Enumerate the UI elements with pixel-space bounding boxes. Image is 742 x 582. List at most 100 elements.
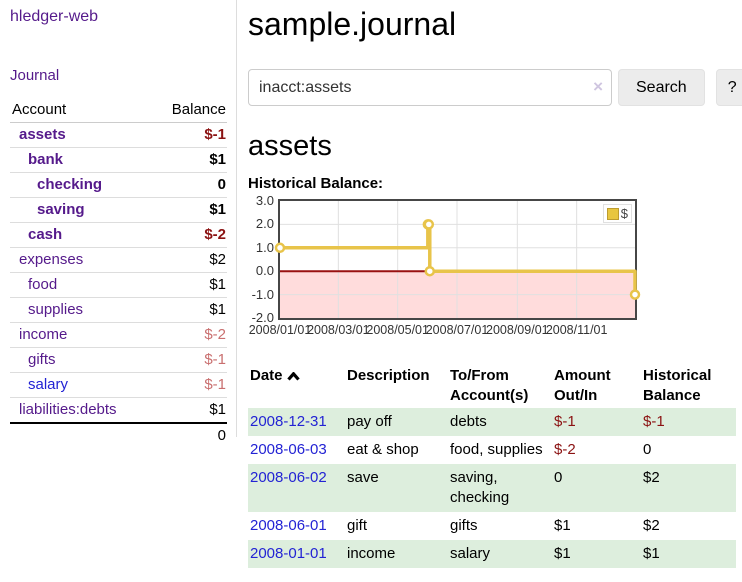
transaction-accounts: saving, checking xyxy=(450,469,510,506)
table-row: 2008-06-01 gift gifts $1 $2 xyxy=(248,512,736,540)
chart-title-label: Historical Balance: xyxy=(248,175,384,192)
account-balance: 0 xyxy=(217,176,226,193)
x-axis-tick-label: 2008/07/01 xyxy=(425,323,489,337)
transaction-date-link[interactable]: 2008-06-03 xyxy=(250,441,327,458)
sidebar-account-link-income[interactable]: income xyxy=(19,326,68,343)
main-content: sample.journal × Search ? assets Histori… xyxy=(248,0,742,568)
transaction-balance: $2 xyxy=(643,469,660,486)
y-axis-tick-label: -2.0 xyxy=(251,310,274,325)
transaction-date-link[interactable]: 2008-01-01 xyxy=(250,545,327,562)
transaction-date-link[interactable]: 2008-12-31 xyxy=(250,413,327,430)
sidebar-account-row: expenses $2 xyxy=(10,248,227,273)
sidebar-account-link-supplies[interactable]: supplies xyxy=(28,301,84,318)
accounts-total-value: 0 xyxy=(217,427,226,444)
transaction-amount: 0 xyxy=(554,469,563,486)
transaction-accounts: gifts xyxy=(450,517,478,534)
help-button[interactable]: ? xyxy=(715,69,742,106)
transaction-balance: $2 xyxy=(643,517,660,534)
sidebar-account-link-bank[interactable]: bank xyxy=(28,151,64,168)
sidebar-account-row: salary $-1 xyxy=(10,373,227,398)
account-balance: $-1 xyxy=(204,351,226,368)
y-axis-tick-label: 0.0 xyxy=(255,263,274,279)
account-balance: $-1 xyxy=(204,126,226,143)
account-balance: $2 xyxy=(209,251,226,268)
sidebar-account-row: bank $1 xyxy=(10,148,227,173)
account-balance: $-2 xyxy=(204,326,226,343)
sidebar-account-row: supplies $1 xyxy=(10,298,227,323)
balance-column-header: Balance xyxy=(171,101,226,118)
sidebar-account-link-liabilities-debts[interactable]: liabilities:debts xyxy=(19,401,117,418)
transaction-amount: $-2 xyxy=(554,441,576,458)
sidebar-account-row: liabilities:debts $1 xyxy=(10,398,227,422)
sidebar-account-row: cash $-2 xyxy=(10,223,227,248)
transaction-description: save xyxy=(347,469,379,486)
transaction-description: pay off xyxy=(347,413,392,430)
sidebar-account-row: income $-2 xyxy=(10,323,227,348)
accounts-column-header: To/From Account(s) xyxy=(450,367,529,404)
transaction-date-link[interactable]: 2008-06-01 xyxy=(250,517,327,534)
transaction-description: eat & shop xyxy=(347,441,419,458)
accounts-table-header: Account Balance xyxy=(10,99,227,123)
search-input[interactable] xyxy=(248,69,612,106)
transaction-balance: $-1 xyxy=(643,413,665,430)
chart-canvas xyxy=(274,201,641,318)
sidebar-account-link-expenses[interactable]: expenses xyxy=(19,251,84,268)
clear-search-icon[interactable]: × xyxy=(593,77,603,96)
transaction-balance: $1 xyxy=(643,545,660,562)
app-brand-link[interactable]: hledger-web xyxy=(10,8,99,25)
chart-y-axis-labels: 3.0 2.0 1.0 0.0 -1.0 -2.0 xyxy=(248,194,274,325)
transaction-amount: $1 xyxy=(554,545,571,562)
search-bar: × Search ? xyxy=(248,69,742,106)
account-heading: assets xyxy=(248,130,332,162)
transactions-table-body: 2008-12-31 pay off debts $-1 $-1 2008-06-03 ea… xyxy=(248,408,736,568)
sidebar-item-journal[interactable]: Journal xyxy=(10,67,60,84)
sidebar-account-row: assets $-1 xyxy=(10,123,227,148)
chart-legend: $ xyxy=(602,204,632,223)
account-balance: $-1 xyxy=(204,376,226,393)
sidebar-account-link-saving[interactable]: saving xyxy=(37,201,85,218)
sidebar-account-link-food[interactable]: food xyxy=(28,276,58,293)
date-column-header[interactable]: Date xyxy=(248,362,345,408)
y-axis-tick-label: -1.0 xyxy=(251,286,274,302)
account-balance: $-2 xyxy=(204,226,226,243)
transaction-amount: $-1 xyxy=(554,413,576,430)
table-row: 2008-06-03 eat & shop food, supplies $-2 0 xyxy=(248,436,736,464)
sidebar-account-link-cash[interactable]: cash xyxy=(28,226,63,243)
search-input-wrap: × xyxy=(248,69,612,106)
sidebar-account-row: food $1 xyxy=(10,273,227,298)
x-axis-tick-label: 2008/11/01 xyxy=(545,323,608,337)
date-header-label: Date xyxy=(250,367,283,384)
transaction-description: income xyxy=(347,545,396,562)
sidebar-account-link-gifts[interactable]: gifts xyxy=(28,351,56,368)
y-axis-tick-label: 1.0 xyxy=(255,239,274,255)
sidebar-account-row: saving $1 xyxy=(10,198,227,223)
account-balance: $1 xyxy=(209,276,226,293)
sidebar-account-link-checking[interactable]: checking xyxy=(37,176,103,193)
sidebar-account-link-assets[interactable]: assets xyxy=(19,126,66,143)
sort-up-icon xyxy=(286,367,300,387)
x-axis-tick-label: 2008/09/01 xyxy=(486,323,549,337)
accounts-balance-table: Account Balance assets $-1 bank $1 checking 0… xyxy=(10,99,227,447)
transaction-amount: $1 xyxy=(554,517,571,534)
table-row: 2008-12-31 pay off debts $-1 $-1 xyxy=(248,408,736,436)
transaction-accounts: food, supplies xyxy=(450,441,543,458)
transaction-accounts: debts xyxy=(450,413,487,430)
sidebar-account-link-salary[interactable]: salary xyxy=(28,376,69,393)
chart-x-axis-labels: 2008/01/01 2008/03/01 2008/05/01 2008/07/01… xyxy=(248,323,736,339)
account-balance: $1 xyxy=(209,401,226,418)
chart-plot-area[interactable]: $ xyxy=(274,199,641,320)
y-axis-tick-label: 3.0 xyxy=(255,193,274,208)
x-axis-tick-label: 2008/01/01 xyxy=(248,323,312,337)
transaction-date-link[interactable]: 2008-06-02 xyxy=(250,469,327,486)
page-title: sample.journal xyxy=(248,6,457,42)
transactions-table: Date Description To/From Account(s) Amou… xyxy=(248,362,736,568)
transaction-accounts: salary xyxy=(450,545,491,562)
x-axis-tick-label: 2008/03/01 xyxy=(307,323,370,337)
sidebar-account-row: checking 0 xyxy=(10,173,227,198)
description-column-header: Description xyxy=(347,367,430,384)
legend-series-label: $ xyxy=(620,206,628,221)
account-balance: $1 xyxy=(209,151,226,168)
accounts-list: assets $-1 bank $1 checking 0 saving $1 cash $-2 e… xyxy=(10,123,227,422)
search-button[interactable]: Search xyxy=(618,69,705,106)
transactions-table-head: Date Description To/From Account(s) Amou… xyxy=(248,362,736,408)
